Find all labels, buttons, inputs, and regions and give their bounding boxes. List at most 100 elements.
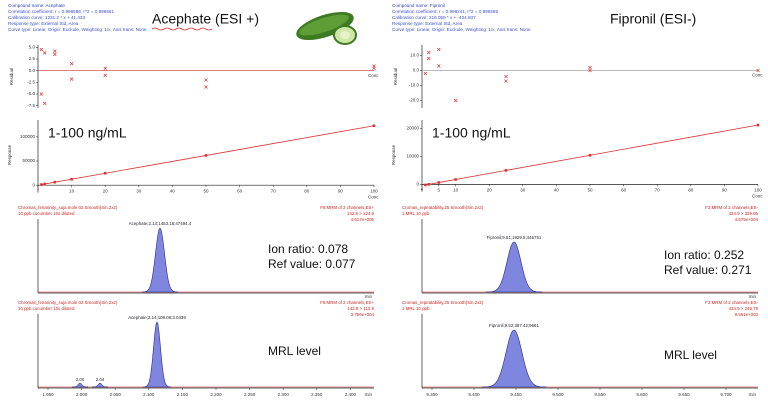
residual-cross	[437, 47, 441, 52]
chrom-note: Ion ratio: 0.078	[268, 242, 348, 256]
y-tick-label: 50000	[22, 158, 35, 163]
x-tick-label: 80	[688, 188, 694, 193]
time-tick-label: 9.600	[636, 392, 648, 397]
time-tick-label: 9.400	[468, 392, 480, 397]
range-label: 1-100 ng/mL	[432, 125, 511, 141]
y-tick-label: 20000	[406, 126, 419, 131]
y-tick-label: 2.5	[29, 56, 36, 61]
time-tick-label: 2.150	[177, 392, 189, 397]
x-tick-label: 0	[421, 188, 424, 193]
x-tick-label: 100	[370, 188, 378, 193]
calibration-point	[756, 123, 760, 127]
residual-cross	[103, 66, 107, 71]
chrom-header: 10 ppb cucumber 10x diluted	[18, 306, 75, 311]
y-tick-label: -7.5	[27, 103, 35, 108]
residual-cross	[42, 51, 47, 55]
y-tick-label: 100000	[20, 134, 36, 139]
panel-title: Acephate (ESI +)	[152, 11, 259, 27]
residual-point	[453, 98, 458, 103]
x-tick-label: 50	[203, 188, 209, 193]
panel-title: Fipronil (ESI-)	[610, 11, 696, 27]
chrom-note: MRL level	[268, 344, 321, 358]
residual-point	[53, 49, 57, 53]
x-tick-label: 60	[621, 188, 627, 193]
chrom-channel: 434.9 > 249.79	[729, 306, 759, 311]
time-tick-label: 2.000	[76, 392, 88, 397]
chrom-channel: 9.551e+003	[735, 312, 759, 317]
residual-point	[42, 101, 47, 106]
minor-peak	[71, 382, 89, 388]
x-tick-label: 5	[438, 188, 441, 193]
chrom-header: 1 MRL 10 ppb	[402, 211, 430, 216]
chrom-channel: 3.756e+004	[351, 312, 375, 317]
y-axis-label: Residual	[393, 68, 398, 86]
chrom-channel: F6:MRM of 2 channels,ES+	[320, 205, 374, 210]
chrom-peak	[141, 227, 179, 293]
time-tick-label: 2.050	[110, 392, 122, 397]
time-tick-label: 9.550	[594, 392, 606, 397]
residual-point	[204, 78, 208, 82]
x-axis-label: Conc	[752, 194, 763, 199]
residual-point	[53, 52, 57, 57]
time-tick-label: 9.650	[678, 392, 690, 397]
time-axis-label-top: min	[749, 294, 757, 299]
y-tick-label: 10000	[406, 154, 419, 159]
calibration-point	[588, 153, 592, 157]
residual-cross	[426, 50, 431, 55]
calibration-point	[437, 181, 441, 184]
chrom-channel: F2:MRM of 2 channels,ES-	[705, 300, 758, 305]
residual-point	[372, 66, 376, 71]
residual-cross	[69, 77, 74, 81]
chrom-header: Cromas_repeatability,25 Smooth(Sin,2x2)	[402, 300, 484, 305]
y-tick-label: 10.0	[410, 53, 419, 58]
residual-point	[504, 74, 508, 79]
residual-point	[69, 61, 74, 66]
time-tick-label: 9.450	[510, 392, 522, 397]
residual-point	[756, 68, 760, 73]
time-tick-label: 2.350	[311, 392, 323, 397]
peak-label: Fipronil;9.52;387.42;9661	[489, 323, 539, 328]
residual-cross	[53, 49, 57, 53]
calibration-point	[40, 183, 43, 186]
calibration-point	[43, 182, 47, 186]
residual-point	[426, 50, 431, 55]
residual-point	[588, 65, 592, 70]
residual-cross	[69, 61, 74, 66]
residual-cross	[504, 74, 508, 79]
chrom-note: Ref value: 0.077	[268, 257, 356, 271]
time-tick-label: 1.950	[42, 392, 54, 397]
calibration-point	[70, 177, 73, 181]
calibration-point	[103, 171, 107, 175]
fit-line	[41, 125, 375, 185]
calibration-point	[424, 183, 427, 187]
peak-label: Fipronil;9.51;1929.5;446751	[487, 235, 542, 240]
y-axis-label: Response	[391, 144, 396, 165]
residual-point	[39, 47, 44, 52]
x-tick-label: 30	[136, 188, 142, 193]
time-tick-label: 2.300	[278, 392, 290, 397]
chrom-peak	[481, 329, 547, 388]
peak-label: Acephate;2.14;1453.16;47494.4	[129, 221, 192, 226]
x-tick-label: 80	[304, 188, 310, 193]
x-tick-label: 50	[587, 188, 593, 193]
y-axis-label: Residual	[9, 68, 14, 86]
info-line: Curve type: Linear, Origin: Exclude, Wei…	[392, 27, 531, 32]
chrom-note: Ion ratio: 0.252	[664, 248, 744, 262]
chrom-channel: 434.9 > 329.95	[729, 211, 759, 216]
chrom-header: Chromas_fenarinity_suja mole 02 Smooth(S…	[18, 300, 118, 305]
x-tick-label: 60	[237, 188, 243, 193]
spell-underline	[151, 27, 213, 31]
chrom-channel: 4.575e+004	[735, 217, 759, 222]
x-tick-label: 90	[338, 188, 344, 193]
residual-point	[504, 79, 508, 83]
info-line: Calibration curve: 1231.2 * x + 41.433	[8, 15, 85, 20]
residual-point	[423, 71, 428, 76]
residual-point	[103, 73, 107, 78]
info-line: Compound name: Fipronil	[392, 3, 445, 8]
info-line: Correlation coefficient: r = 0.998241, r…	[392, 9, 498, 14]
x-axis-label: Conc	[368, 73, 379, 78]
chrom-channel: 142.8 > 112.9	[347, 306, 374, 311]
y-tick-label: 0	[32, 182, 35, 187]
